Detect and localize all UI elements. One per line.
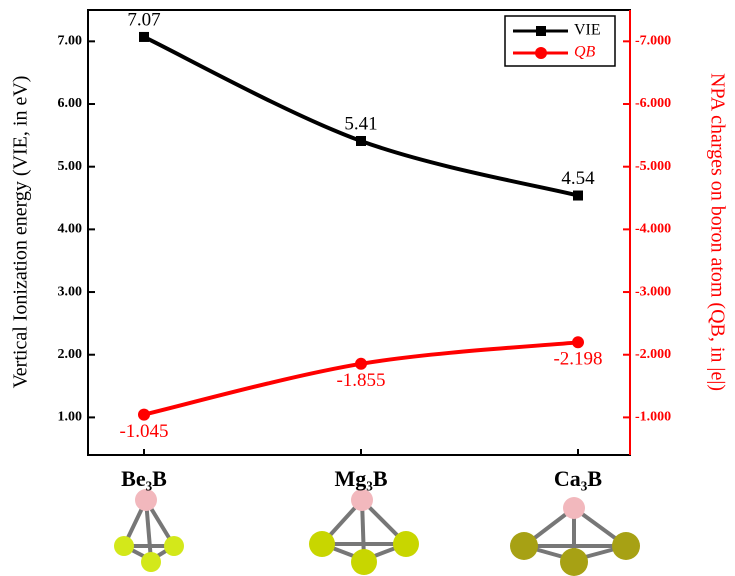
legend: VIE QB xyxy=(505,16,615,66)
value-label: -1.855 xyxy=(336,370,385,391)
y-tick-label: 6.00 xyxy=(58,96,83,111)
y-axis-label: Vertical Ionization energy (VIE, in eV) xyxy=(10,76,32,389)
chart: Vertical Ionization energy (VIE, in eV) … xyxy=(0,0,735,576)
value-label: 4.54 xyxy=(561,168,595,189)
molecule-ca3b xyxy=(510,497,640,576)
data-point xyxy=(356,136,366,146)
y2-axis-label: NPA charges on boron atom (QB, in |e|) xyxy=(706,73,728,391)
y-tick-label: 1.00 xyxy=(58,410,83,425)
data-point xyxy=(572,336,584,348)
legend-marker xyxy=(535,47,547,59)
data-point xyxy=(573,191,583,201)
legend-label: VIE xyxy=(574,22,601,39)
value-label: 7.07 xyxy=(127,9,160,30)
y2-tick-label: -5.000 xyxy=(635,159,671,174)
data-point xyxy=(355,358,367,370)
x-tick-label: Ca₃B xyxy=(554,466,602,491)
y-tick-label: 4.00 xyxy=(58,222,83,237)
x-tick-label: Be₃B xyxy=(121,466,167,491)
value-label: 5.41 xyxy=(344,113,377,134)
y-tick-label: 2.00 xyxy=(58,347,83,362)
y2-tick-label: -7.000 xyxy=(635,34,671,49)
legend-marker xyxy=(536,26,546,36)
value-label: -2.198 xyxy=(553,349,602,370)
y2-tick-label: -3.000 xyxy=(635,284,671,299)
y-tick-label: 7.00 xyxy=(58,34,83,49)
y2-tick-label: -6.000 xyxy=(635,96,671,111)
y-tick-label: 5.00 xyxy=(58,159,83,174)
data-point xyxy=(139,32,149,42)
data-point xyxy=(138,409,150,421)
molecules xyxy=(114,489,640,576)
y2-tick-label: -1.000 xyxy=(635,410,671,425)
x-tick-label: Mg₃B xyxy=(334,466,387,491)
y2-tick-label: -2.000 xyxy=(635,347,671,362)
legend-label: QB xyxy=(574,44,596,61)
value-label: -1.045 xyxy=(119,421,168,442)
y2-tick-label: -4.000 xyxy=(635,222,671,237)
molecule-mg3b xyxy=(309,489,419,575)
y-tick-label: 3.00 xyxy=(58,284,83,299)
molecule-be3b xyxy=(114,489,184,572)
